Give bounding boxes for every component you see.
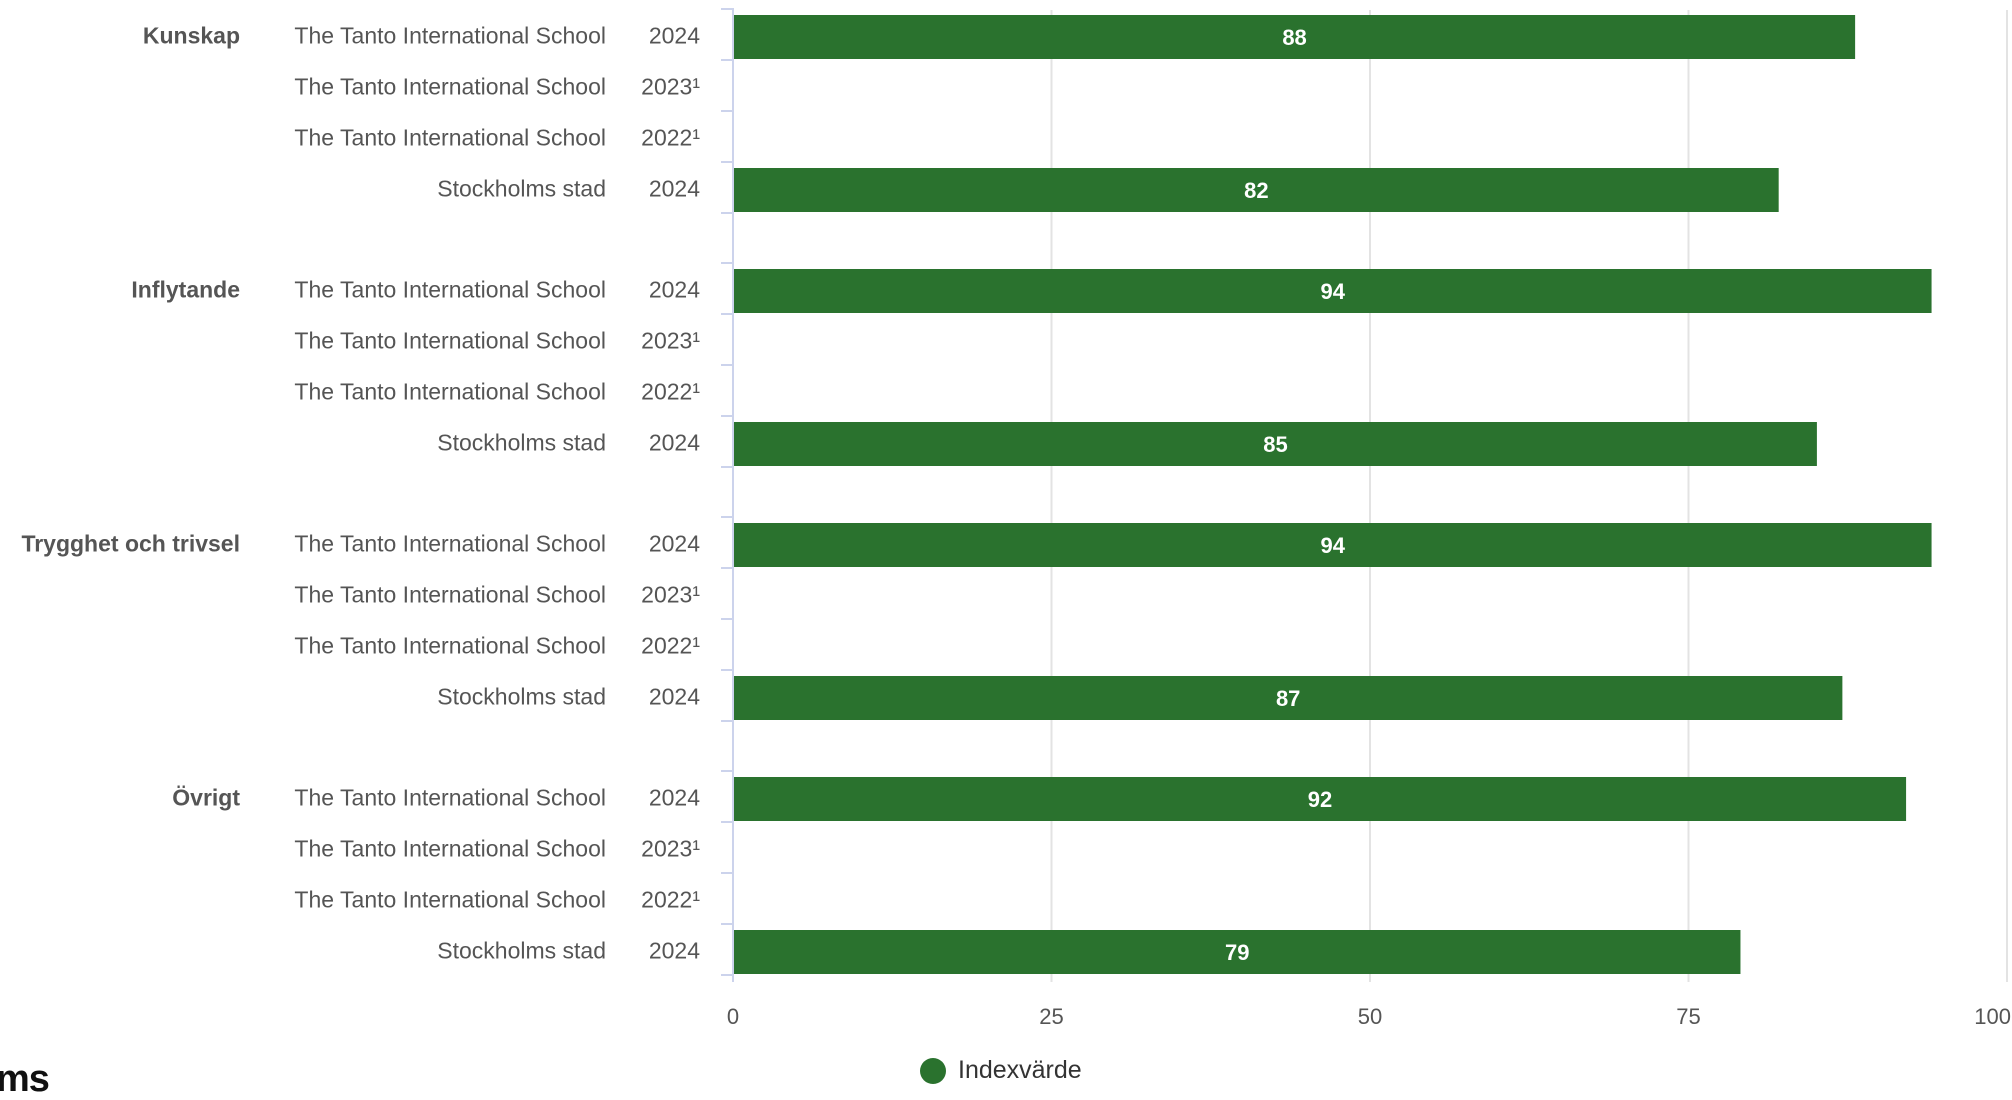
group-category-label: Kunskap xyxy=(143,23,240,49)
bar-value-label: 82 xyxy=(1244,178,1268,203)
bar xyxy=(734,422,1817,466)
row-year-label: 2024 xyxy=(649,684,700,710)
row-year-label: 2023¹ xyxy=(641,74,700,100)
group-category-label: Inflytande xyxy=(131,277,240,303)
row-entity-label: Stockholms stad xyxy=(437,430,606,456)
bar-value-label: 92 xyxy=(1308,787,1332,812)
row-entity-label: The Tanto International School xyxy=(294,633,606,659)
bar-value-label: 88 xyxy=(1282,25,1306,50)
row-year-label: 2022¹ xyxy=(641,125,700,151)
row-entity-label: The Tanto International School xyxy=(294,125,606,151)
row-year-label: 2024 xyxy=(649,23,700,49)
row-entity-label: The Tanto International School xyxy=(294,785,606,811)
row-entity-label: Stockholms stad xyxy=(437,938,606,964)
group-category-label: Övrigt xyxy=(172,785,240,811)
row-entity-label: Stockholms stad xyxy=(437,176,606,202)
x-tick-label: 100 xyxy=(1974,1004,2011,1029)
bar-value-label: 87 xyxy=(1276,686,1300,711)
bar xyxy=(734,168,1779,212)
row-year-label: 2023¹ xyxy=(641,328,700,354)
category-axis xyxy=(721,8,734,982)
gridlines xyxy=(1050,10,2008,982)
row-year-label: 2024 xyxy=(649,430,700,456)
row-year-label: 2024 xyxy=(649,938,700,964)
bars: 88 82 94 85 94 87 92 79 xyxy=(734,15,1932,974)
bar-value-label: 79 xyxy=(1225,940,1249,965)
row-entity-label: The Tanto International School xyxy=(294,23,606,49)
bar xyxy=(734,523,1932,567)
row-entity-label: The Tanto International School xyxy=(294,277,606,303)
bar-value-label: 94 xyxy=(1321,279,1346,304)
bar xyxy=(734,930,1741,974)
bar-value-label: 94 xyxy=(1321,533,1346,558)
legend-label: Indexvärde xyxy=(958,1056,1082,1084)
row-year-label: 2023¹ xyxy=(641,836,700,862)
row-entity-label: The Tanto International School xyxy=(294,887,606,913)
axis-labels: 0 25 50 75 100 Kunskap The Tanto International… xyxy=(21,23,2011,1030)
row-year-label: 2024 xyxy=(649,277,700,303)
row-year-label: 2022¹ xyxy=(641,887,700,913)
x-tick-label: 75 xyxy=(1676,1004,1700,1029)
row-entity-label: The Tanto International School xyxy=(294,328,606,354)
row-year-label: 2024 xyxy=(649,785,700,811)
row-year-label: 2022¹ xyxy=(641,379,700,405)
row-entity-label: The Tanto International School xyxy=(294,582,606,608)
row-entity-label: The Tanto International School xyxy=(294,74,606,100)
bar xyxy=(734,676,1843,720)
row-year-label: 2024 xyxy=(649,176,700,202)
bar xyxy=(734,777,1907,821)
x-tick-label: 50 xyxy=(1358,1004,1382,1029)
group-category-label: Trygghet och trivsel xyxy=(21,531,240,557)
legend-marker-icon xyxy=(920,1057,946,1084)
x-tick-label: 0 xyxy=(727,1004,739,1029)
corner-logo: ms xyxy=(0,1058,50,1100)
row-entity-label: The Tanto International School xyxy=(294,836,606,862)
row-year-label: 2022¹ xyxy=(641,633,700,659)
legend[interactable]: Indexvärde xyxy=(920,1056,1082,1085)
row-entity-label: Stockholms stad xyxy=(437,684,606,710)
bar xyxy=(734,269,1932,313)
row-year-label: 2023¹ xyxy=(641,582,700,608)
row-entity-label: The Tanto International School xyxy=(294,531,606,557)
bar-value-label: 85 xyxy=(1263,432,1287,457)
row-entity-label: The Tanto International School xyxy=(294,379,606,405)
row-year-label: 2024 xyxy=(649,531,700,557)
bar xyxy=(734,15,1856,59)
x-tick-label: 25 xyxy=(1039,1004,1063,1029)
